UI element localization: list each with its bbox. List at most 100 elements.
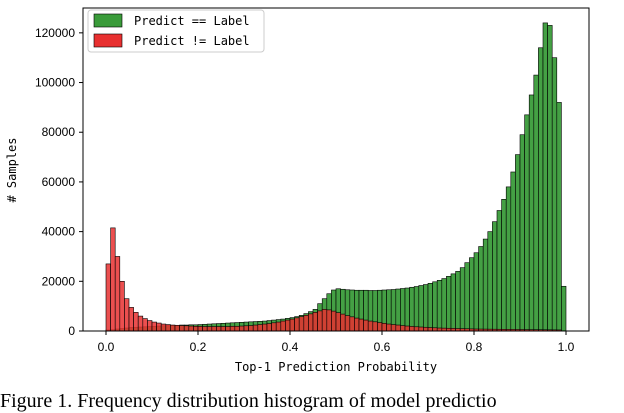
bar [492, 222, 497, 331]
legend-label-incorrect: Predict != Label [134, 34, 250, 48]
bar [244, 326, 249, 331]
bar [483, 239, 488, 331]
bars-layer [106, 23, 566, 331]
bar [230, 326, 235, 331]
bar [285, 320, 290, 331]
bar [391, 325, 396, 331]
bar [203, 327, 208, 331]
bar [354, 318, 359, 331]
bar [368, 321, 373, 331]
bar [506, 187, 511, 331]
legend: Predict == Label Predict != Label [88, 10, 264, 52]
bar [345, 316, 350, 331]
bar [410, 326, 415, 331]
legend-swatch-correct [94, 14, 122, 27]
x-axis-label: Top-1 Prediction Probability [235, 360, 437, 374]
bar [382, 323, 387, 331]
x-tick-label: 0.4 [282, 340, 299, 354]
bar [336, 313, 341, 331]
bar [304, 315, 309, 331]
bar [138, 316, 143, 331]
bar [538, 48, 543, 331]
bar [258, 325, 263, 331]
bar [400, 326, 405, 331]
bar [502, 199, 507, 331]
x-tick-label: 0.2 [190, 340, 207, 354]
bar [428, 283, 433, 331]
bar [175, 325, 180, 331]
bar [465, 263, 470, 331]
bar [216, 327, 221, 331]
figure-caption: Figure 1. Frequency distribution histogr… [0, 390, 624, 413]
y-tick-label: 80000 [42, 125, 76, 139]
bar [377, 323, 382, 331]
bar [437, 280, 442, 331]
bar [143, 319, 148, 331]
bar [115, 256, 120, 331]
bar [419, 286, 424, 331]
bar [548, 25, 553, 331]
y-tick-label: 40000 [42, 225, 76, 239]
bar [423, 327, 428, 331]
bar [152, 322, 157, 331]
bar [387, 324, 392, 331]
bar [414, 327, 419, 331]
bar [120, 281, 125, 331]
bar [341, 314, 346, 331]
bar [543, 23, 548, 331]
bar [262, 324, 267, 331]
bar [106, 264, 111, 331]
bar [124, 299, 129, 331]
bar [226, 327, 231, 331]
bar [557, 102, 562, 331]
y-tick-label: 120000 [35, 26, 75, 40]
bar [405, 326, 410, 331]
bar [221, 327, 226, 331]
bar [207, 327, 212, 331]
bar [331, 311, 336, 331]
bar [161, 324, 166, 331]
bar [180, 326, 185, 331]
bar [253, 325, 258, 331]
bar [249, 326, 254, 331]
y-axis-label: # Samples [5, 137, 19, 202]
bar [134, 312, 139, 331]
bar [442, 279, 447, 331]
bar [460, 268, 465, 331]
bar [456, 271, 461, 331]
y-tick-label: 0 [68, 324, 75, 338]
x-tick-label: 1.0 [558, 340, 575, 354]
bar [295, 318, 300, 331]
bar [400, 289, 405, 331]
bar [446, 276, 451, 331]
bar [552, 58, 557, 331]
bar [479, 247, 484, 331]
bar [322, 309, 327, 331]
x-tick-label: 0.0 [98, 340, 115, 354]
bar [212, 327, 217, 331]
bar [111, 228, 116, 331]
bar [433, 282, 438, 331]
bar [184, 326, 189, 331]
bar [129, 307, 134, 331]
bar [534, 75, 539, 331]
bar [308, 314, 313, 331]
bar [451, 274, 456, 331]
bar [525, 115, 530, 331]
bar [405, 288, 410, 331]
x-tick-label: 0.6 [374, 340, 391, 354]
bar [414, 287, 419, 331]
bar [276, 322, 281, 331]
bar [198, 326, 203, 331]
series-correct [106, 23, 566, 331]
bar [272, 323, 277, 331]
y-tick-label: 60000 [42, 175, 76, 189]
bar [515, 155, 520, 331]
bar [193, 326, 198, 331]
bar [166, 325, 171, 331]
bar [561, 286, 566, 331]
bar [419, 327, 424, 331]
